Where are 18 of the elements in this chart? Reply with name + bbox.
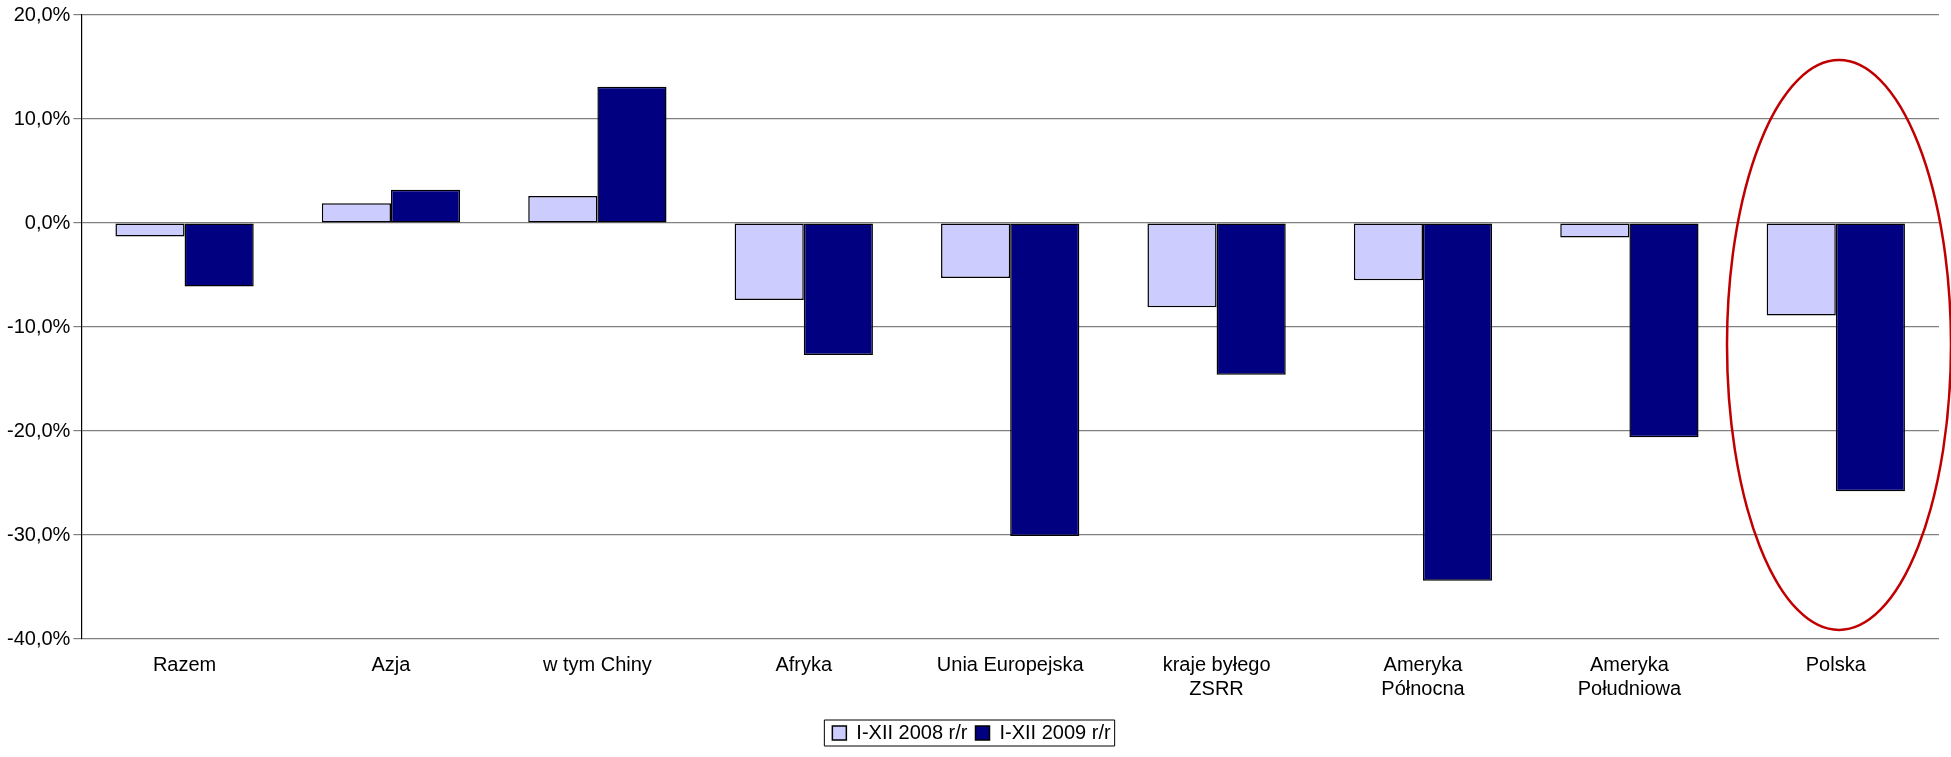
x-tick-label: kraje byłego ZSRR bbox=[1162, 652, 1271, 699]
y-tick-label: -40,0% bbox=[6, 626, 71, 649]
y-tick-label: 20,0% bbox=[13, 2, 71, 25]
x-tick-label: Ameryka Północna bbox=[1381, 652, 1466, 699]
y-tick-label: -10,0% bbox=[6, 314, 71, 337]
x-tick-label: Afryka bbox=[775, 652, 833, 675]
y-tick-label: -30,0% bbox=[6, 522, 71, 545]
x-tick-label: Razem bbox=[152, 652, 217, 675]
y-tick-label: 10,0% bbox=[13, 106, 71, 129]
y-tick-label: 0,0% bbox=[24, 210, 71, 233]
x-tick-label: Polska bbox=[1805, 652, 1867, 675]
legend-label: I-XII 2009 r/r bbox=[999, 720, 1111, 743]
x-tick-label: Azja bbox=[371, 652, 412, 675]
legend-label: I-XII 2008 r/r bbox=[856, 720, 968, 743]
x-tick-label: w tym Chiny bbox=[541, 652, 652, 675]
x-tick-label: Unia Europejska bbox=[936, 652, 1085, 675]
y-tick-label: -20,0% bbox=[6, 418, 71, 441]
x-tick-label: Ameryka Południowa bbox=[1577, 652, 1682, 699]
